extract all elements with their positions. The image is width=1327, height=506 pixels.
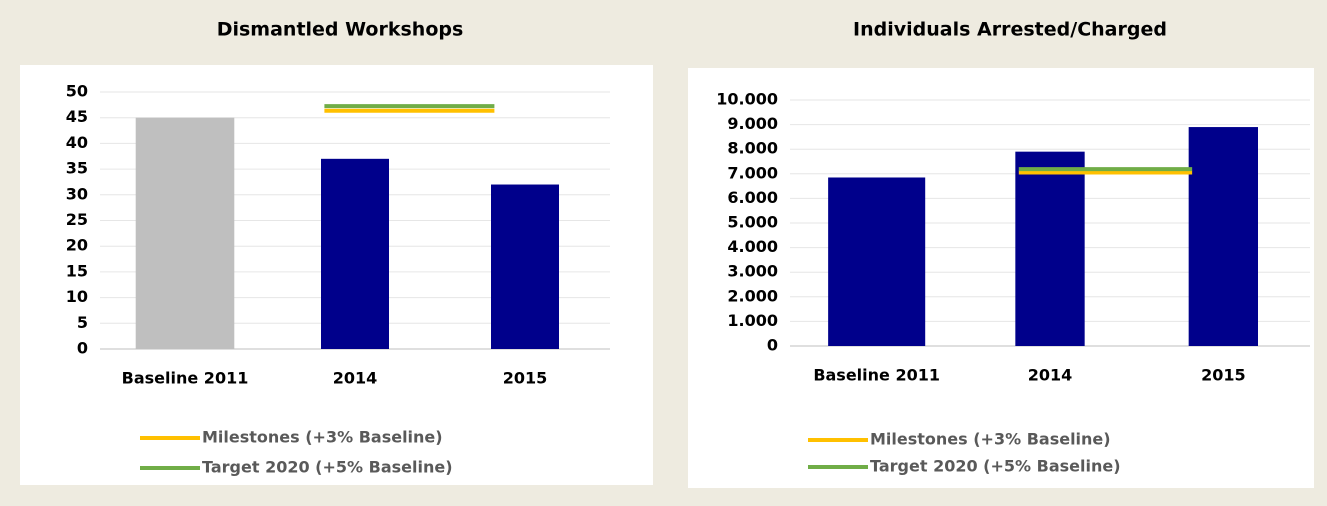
x-tick-label: 2014 xyxy=(333,369,378,388)
legend-label: Target 2020 (+5% Baseline) xyxy=(202,458,453,477)
y-tick-label: 8.000 xyxy=(727,139,778,158)
y-tick-label: 40 xyxy=(66,133,88,152)
y-tick-label: 10 xyxy=(66,287,88,306)
y-tick-label: 7.000 xyxy=(727,163,778,182)
x-tick-label: 2015 xyxy=(503,369,548,388)
y-tick-label: 0 xyxy=(767,336,778,355)
chart-title: Dismantled Workshops xyxy=(217,19,464,41)
x-tick-label: 2014 xyxy=(1028,366,1073,385)
bar xyxy=(491,184,559,349)
y-tick-label: 30 xyxy=(66,184,88,203)
chart-title: Individuals Arrested/Charged xyxy=(853,19,1167,41)
y-tick-label: 2.000 xyxy=(727,286,778,305)
bar xyxy=(1188,127,1258,346)
y-tick-label: 5.000 xyxy=(727,213,778,232)
bar xyxy=(321,158,389,349)
y-tick-label: 5 xyxy=(77,313,88,332)
y-tick-label: 50 xyxy=(66,82,88,101)
x-tick-label: 2015 xyxy=(1201,366,1246,385)
x-tick-label: Baseline 2011 xyxy=(813,366,940,385)
bar xyxy=(135,117,235,349)
legend-label: Milestones (+3% Baseline) xyxy=(870,430,1111,449)
y-tick-label: 10.000 xyxy=(716,90,778,109)
y-tick-label: 35 xyxy=(66,159,88,178)
y-tick-label: 0 xyxy=(77,339,88,358)
y-tick-label: 4.000 xyxy=(727,237,778,256)
y-tick-label: 6.000 xyxy=(727,188,778,207)
y-tick-label: 20 xyxy=(66,236,88,255)
x-tick-label: Baseline 2011 xyxy=(122,369,249,388)
y-tick-label: 15 xyxy=(66,261,88,280)
y-tick-label: 3.000 xyxy=(727,262,778,281)
y-tick-label: 1.000 xyxy=(727,311,778,330)
y-tick-label: 45 xyxy=(66,107,88,126)
y-tick-label: 25 xyxy=(66,210,88,229)
y-tick-label: 9.000 xyxy=(727,114,778,133)
legend-label: Target 2020 (+5% Baseline) xyxy=(870,457,1121,476)
bar xyxy=(1015,151,1085,346)
legend-label: Milestones (+3% Baseline) xyxy=(202,428,443,447)
bar xyxy=(828,177,926,346)
